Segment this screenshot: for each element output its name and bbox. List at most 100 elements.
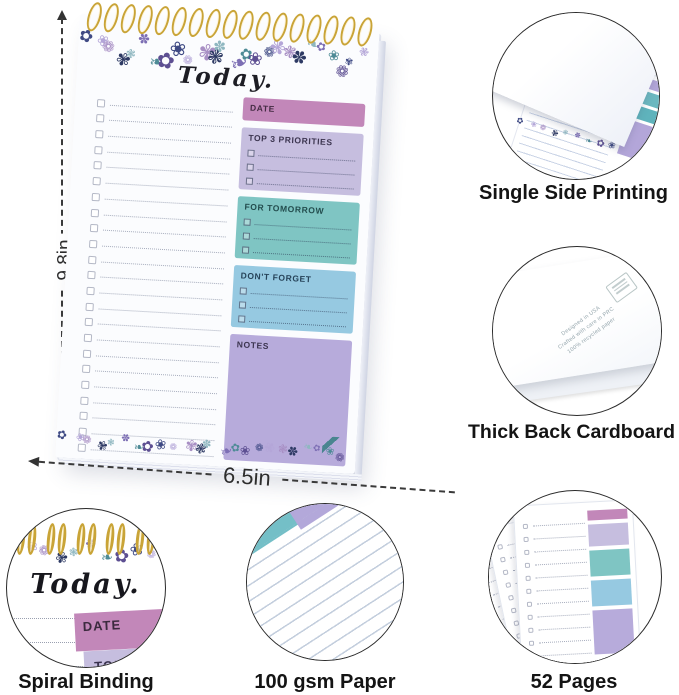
spiral-ring-icon	[185, 6, 207, 39]
spiral-ring-icon	[15, 522, 27, 556]
date-bar: DATE	[74, 608, 165, 652]
dashed-line	[38, 460, 212, 476]
callout-single-side-printing: Single Side Printing	[479, 182, 668, 204]
inset-single-side-printing: ✿ ❀ ❁ ✾ ❃ ✽ ❧ ✿ ❀	[492, 12, 660, 180]
checkbox-icon	[526, 601, 533, 607]
arrow-left-icon	[27, 456, 40, 467]
checkbox-icon	[88, 239, 98, 249]
dotted-line	[539, 651, 592, 657]
priorities-label: TOP	[93, 657, 125, 668]
flower-icon: ✾	[344, 56, 354, 69]
checkbox-icon	[528, 640, 535, 646]
checkbox-icon	[524, 562, 531, 568]
dotted-lines	[7, 617, 103, 667]
arrow-up-icon	[57, 10, 67, 20]
checkbox-icon	[92, 177, 101, 186]
spiral-ring-icon	[83, 0, 105, 34]
checkbox-icon	[505, 582, 512, 589]
flower-icon: ❧	[585, 136, 594, 147]
callout-spiral-binding: Spiral Binding	[18, 671, 154, 693]
checkbox-icon	[238, 315, 246, 323]
callout-52-pages: 52 Pages	[530, 671, 618, 693]
flower-icon: ✿	[390, 655, 403, 660]
flower-icon: ❃	[562, 129, 569, 138]
checkbox-icon	[529, 653, 535, 659]
checkbox-icon	[82, 349, 92, 358]
checkbox-icon	[79, 412, 88, 421]
spiral-ring-icon	[236, 9, 257, 42]
mini-section-box	[587, 522, 630, 547]
inset-100gsm-paper: ✿❀❁✾❃✽❧✿❀❁✾❃	[246, 503, 404, 661]
corner-stripes-decoration	[321, 436, 359, 474]
checkbox-icon	[80, 396, 89, 405]
checkbox-icon	[86, 286, 95, 296]
dotted-line	[7, 617, 103, 619]
priorities-box: TOP	[83, 646, 165, 668]
flower-icon: ✽	[201, 438, 212, 451]
callout-100gsm-paper: 100 gsm Paper	[254, 671, 396, 693]
mini-section-box	[592, 608, 635, 655]
notepad: ✿ ❀ ❁ ✾ ❃ ✽ ❧ ✿ ❀ ❁ ✾ ❃ ✽ ❧ ✿ ❀ ❁ ✾ ❃ ✽ ❧ ✿ ❀ ❁ ✾ ❃ Today. DATE TO…	[55, 0, 386, 482]
checkbox-icon	[241, 246, 250, 254]
spiral-ring-icon	[168, 5, 190, 38]
checkbox-icon	[524, 549, 530, 556]
pad-title: Today.	[30, 569, 142, 600]
checkbox-icon	[95, 130, 104, 139]
dotted-line	[252, 251, 350, 259]
spiral-ring-icon	[104, 522, 116, 556]
mini-sections	[587, 508, 635, 655]
section-column: DATE TOP 3 PRIORITIES FOR TOMORROW DON'T FO…	[223, 97, 366, 467]
checkbox-icon	[81, 365, 91, 374]
spiral-ring-icon	[117, 2, 139, 35]
spiral-ring-icon	[151, 4, 173, 37]
flower-icon: ❁	[167, 441, 179, 454]
dotted-line	[7, 665, 103, 667]
flower-icon: ✾	[549, 126, 561, 140]
dotted-line	[256, 182, 354, 190]
section-date: DATE	[242, 97, 366, 128]
spiral-ring-icon	[269, 10, 291, 44]
todo-checklist	[77, 91, 234, 459]
section-don-t-forget: DON'T FORGET	[230, 265, 357, 334]
spiral-ring-pair	[104, 522, 127, 559]
spiral-ring-icon	[145, 522, 157, 556]
spiral-ring-icon	[337, 14, 359, 48]
flower-icon: ❃	[107, 437, 116, 448]
spiral-ring-icon	[134, 522, 146, 556]
spiral-ring-icon	[320, 13, 342, 47]
checklist-row	[529, 643, 592, 659]
checkbox-icon	[83, 333, 93, 343]
spiral-ring-pair	[134, 522, 157, 559]
dashed-line	[61, 18, 63, 448]
inset-thick-back-cardboard: Designed in USA Crafted with care in PRC…	[492, 246, 662, 416]
spiral-ring-icon	[45, 522, 57, 556]
checkbox-icon	[93, 161, 102, 170]
spiral-ring-icon	[286, 11, 308, 45]
flower-icon: ✿	[312, 442, 322, 455]
dashed-line	[282, 478, 455, 494]
flower-icon: ✾	[261, 439, 278, 457]
spiral-ring-icon	[56, 522, 68, 556]
checkbox-icon	[87, 271, 96, 280]
flower-icon: ✿	[593, 137, 606, 151]
spiral-ring-pair	[45, 522, 68, 559]
fanned-page: ✿❀❁✾❃✽	[512, 499, 643, 663]
checkbox-icon	[245, 177, 254, 185]
recycle-stamp-icon	[605, 271, 639, 304]
spiral-ring-icon	[85, 522, 98, 556]
inset-spiral-binding: ✿ ❀ ❁ ✾ ❃ ✽ ❧ ✿ ❀ ❁ Today. DATE TOP	[6, 508, 166, 668]
checkbox-icon	[91, 192, 101, 202]
checkbox-icon	[522, 523, 529, 530]
spiral-ring-icon	[115, 522, 127, 556]
paper-closeup: ✿❀❁✾❃✽❧✿❀❁✾❃	[247, 504, 403, 660]
dotted-line	[7, 641, 103, 643]
spiral-ring-icon	[303, 12, 325, 46]
spiral-ring-icon	[202, 7, 224, 40]
flower-icon: ✿	[514, 115, 526, 127]
flower-icon: ❁	[536, 122, 548, 134]
spiral-ring-icon	[100, 1, 122, 34]
checkbox-icon	[525, 575, 531, 581]
checkbox-icon	[84, 318, 94, 327]
spiral-ring-pair	[15, 522, 38, 559]
checkbox-icon	[81, 380, 90, 390]
